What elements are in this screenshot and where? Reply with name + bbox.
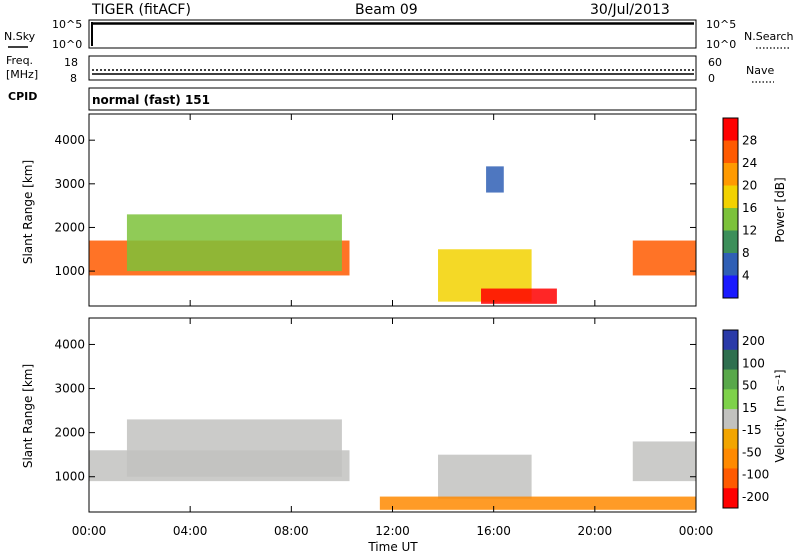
colorbar-segment <box>723 448 738 469</box>
power-panel: 1000 2000 3000 4000 Slant Range [km] <box>21 113 697 307</box>
power-colorbar-label: Power [dB] <box>773 177 787 242</box>
y-tick-label: 4000 <box>54 133 85 147</box>
y-tick-label: 2000 <box>54 220 85 234</box>
colorbar-tick-label: 16 <box>742 201 757 215</box>
nsky-left-tick-top: 10^5 <box>52 18 82 31</box>
colorbar-segment <box>723 330 738 351</box>
colorbar-segment <box>723 275 738 299</box>
freq-label-line1: Freq. <box>6 54 33 67</box>
colorbar-tick-label: 20 <box>742 179 757 193</box>
power-ylabel: Slant Range [km] <box>21 160 35 264</box>
x-tick-label: 00:00 <box>679 524 714 538</box>
colorbar-segment <box>723 349 738 371</box>
y-tick-label: 1000 <box>54 470 85 484</box>
cpid-panel: CPID normal (fast) 151 <box>8 87 697 111</box>
colorbar-segment <box>723 369 738 390</box>
colorbar-segment <box>723 118 738 141</box>
freq-left-tick-bottom: 8 <box>70 72 77 85</box>
data-region <box>632 240 696 276</box>
colorbar-segment <box>723 253 738 276</box>
data-region <box>632 441 696 482</box>
nsky-label: N.Sky <box>4 30 36 43</box>
colorbar-tick-label: 50 <box>742 379 757 393</box>
nave-right-tick-bottom: 0 <box>708 72 715 85</box>
velocity-colorbar-label: Velocity [m s⁻¹] <box>773 369 787 462</box>
colorbar-tick-label: 12 <box>742 224 757 238</box>
colorbar-tick-label: 15 <box>742 401 757 415</box>
station-title: TIGER (fitACF) <box>91 2 191 18</box>
beam-title: Beam 09 <box>355 2 418 18</box>
colorbar-tick-label: -100 <box>742 468 769 482</box>
nsky-panel: N.Sky 10^5 10^0 10^5 10^0 N.Search <box>4 18 794 51</box>
colorbar-segment <box>723 389 738 410</box>
data-region <box>379 496 696 510</box>
x-tick-label: 16:00 <box>476 524 511 538</box>
date-title: 30/Jul/2013 <box>590 2 670 18</box>
colorbar-tick-label: -50 <box>742 445 762 459</box>
velocity-ylabel: Slant Range [km] <box>21 364 35 468</box>
y-tick-label: 3000 <box>54 382 85 396</box>
nsky-right-tick-bottom: 10^0 <box>706 38 736 51</box>
colorbar-segment <box>723 230 738 254</box>
cpid-label: CPID <box>8 90 37 103</box>
colorbar-segment <box>723 428 738 450</box>
data-region <box>481 288 557 304</box>
nsky-left-tick-bottom: 10^0 <box>52 38 82 51</box>
freq-panel: Freq. [MHz] 18 8 60 0 Nave <box>6 54 774 85</box>
velocity-panel: 1000 2000 3000 4000 Slant Range [km] <box>21 317 697 513</box>
y-tick-label: 2000 <box>54 426 85 440</box>
time-axis: 00:00 04:00 08:00 12:00 16:00 20:00 00:00 <box>72 114 714 538</box>
colorbar-segment <box>723 185 738 209</box>
colorbar-segment <box>723 208 738 231</box>
colorbar-tick-label: -200 <box>742 490 769 504</box>
freq-left-tick-top: 18 <box>64 56 78 69</box>
data-region <box>486 166 504 193</box>
time-axis-label: Time UT <box>367 540 418 554</box>
freq-label-line2: [MHz] <box>6 68 38 81</box>
velocity-colorbar: 200 100 50 15 -15 -50 -100 -200 Velocity [m s⁻¹… <box>722 329 787 509</box>
y-tick-label: 1000 <box>54 264 85 278</box>
colorbar-tick-label: 200 <box>742 334 765 348</box>
data-region <box>438 454 532 499</box>
nave-label: Nave <box>746 64 774 77</box>
x-tick-label: 08:00 <box>274 524 309 538</box>
colorbar-tick-label: 100 <box>742 356 765 370</box>
nsearch-label: N.Search <box>744 30 794 43</box>
colorbar-segment <box>723 468 738 489</box>
data-region <box>126 214 342 272</box>
colorbar-tick-label: 24 <box>742 156 757 170</box>
x-tick-label: 00:00 <box>72 524 107 538</box>
colorbar-segment <box>723 488 738 509</box>
nsky-right-tick-top: 10^5 <box>706 18 736 31</box>
colorbar-tick-label: 4 <box>742 269 750 283</box>
x-tick-label: 04:00 <box>173 524 208 538</box>
power-colorbar: 4 8 12 16 20 24 28 Power [dB] <box>722 117 787 299</box>
colorbar-segment <box>723 163 738 186</box>
y-tick-label: 4000 <box>54 337 85 351</box>
y-tick-label: 3000 <box>54 177 85 191</box>
x-tick-label: 12:00 <box>375 524 410 538</box>
colorbar-segment <box>723 409 738 430</box>
colorbar-tick-label: 8 <box>742 246 750 260</box>
colorbar-tick-label: -15 <box>742 423 762 437</box>
nave-right-tick-top: 60 <box>708 56 722 69</box>
colorbar-segment <box>723 140 738 164</box>
cpid-value: normal (fast) 151 <box>92 93 210 107</box>
colorbar-tick-label: 28 <box>742 134 757 148</box>
x-tick-label: 20:00 <box>578 524 613 538</box>
data-region <box>126 419 342 477</box>
